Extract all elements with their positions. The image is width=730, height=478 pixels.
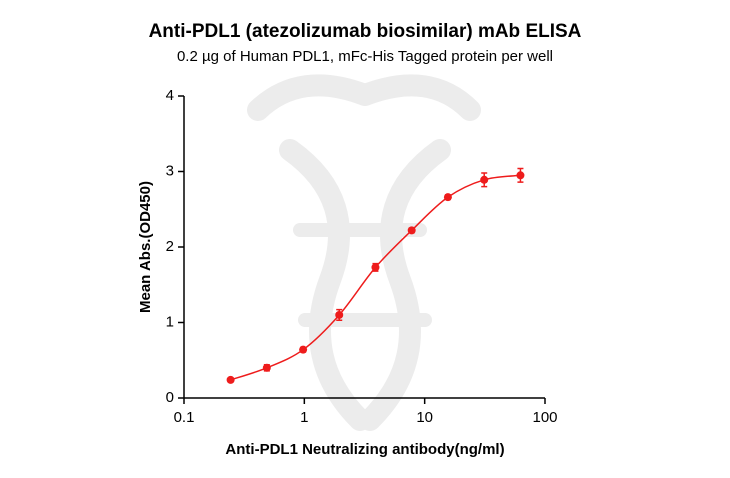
x-tick-label: 1 bbox=[300, 409, 308, 426]
y-tick-label: 4 bbox=[166, 87, 174, 104]
y-tick-label: 3 bbox=[166, 162, 174, 179]
data-point bbox=[480, 175, 489, 184]
y-axis-label: Mean Abs.(OD450) bbox=[137, 181, 154, 313]
data-point bbox=[226, 375, 235, 384]
x-tick-label: 0.1 bbox=[174, 409, 195, 426]
watermark bbox=[247, 74, 481, 431]
data-point bbox=[407, 226, 416, 235]
y-tick-label: 2 bbox=[166, 238, 174, 255]
fit-curve bbox=[230, 174, 521, 381]
chart-title: Anti-PDL1 (atezolizumab biosimilar) mAb … bbox=[149, 21, 582, 42]
data-point bbox=[516, 171, 525, 180]
x-tick-label: 100 bbox=[532, 409, 557, 426]
data-point bbox=[443, 193, 452, 202]
x-axis-label: Anti-PDL1 Neutralizing antibody(ng/ml) bbox=[225, 441, 504, 458]
y-tick-label: 1 bbox=[166, 313, 174, 330]
y-tick-label: 0 bbox=[166, 389, 174, 406]
x-tick-label: 10 bbox=[416, 409, 433, 426]
data-point bbox=[371, 263, 380, 272]
data-point bbox=[262, 363, 271, 372]
chart-subtitle: 0.2 µg of Human PDL1, mFc-His Tagged pro… bbox=[177, 48, 553, 65]
data-point bbox=[299, 345, 308, 354]
data-point bbox=[335, 310, 344, 319]
